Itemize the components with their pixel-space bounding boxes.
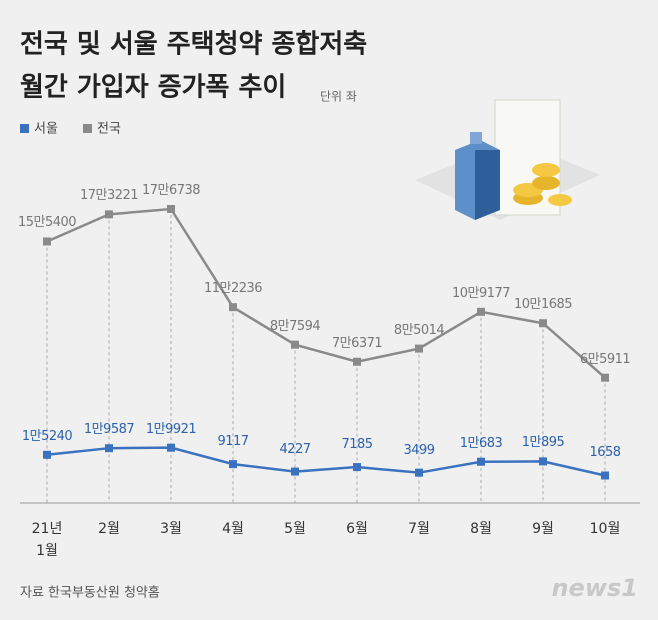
unit: 단위 좌 xyxy=(320,90,357,104)
data-label: 4227 xyxy=(279,441,311,457)
point xyxy=(167,205,175,213)
x-tick-label: 21년 1월 xyxy=(31,521,63,559)
point xyxy=(167,443,175,452)
watermark: news1 xyxy=(551,574,638,602)
data-label: 3499 xyxy=(403,442,435,458)
point xyxy=(539,457,547,466)
data-label: 1만9921 xyxy=(145,421,197,437)
line xyxy=(46,207,606,379)
point xyxy=(43,237,51,246)
point xyxy=(105,444,113,453)
point xyxy=(415,344,423,353)
point xyxy=(477,307,485,316)
data-label: 10만9177 xyxy=(451,285,511,301)
data-label: 17만3221 xyxy=(79,188,139,204)
point xyxy=(539,319,547,328)
x-tick-label: 9월 xyxy=(532,521,554,537)
point xyxy=(105,210,113,219)
data-label: 7185 xyxy=(341,437,373,453)
x-tick-label: 3월 xyxy=(160,521,182,537)
title-line: 전국 및 서울 주택청약 종합저축 xyxy=(20,30,367,60)
legend-swatch xyxy=(20,124,29,133)
data-label: 9117 xyxy=(217,434,249,450)
point xyxy=(415,468,423,477)
point xyxy=(477,457,485,466)
legend-label: 전국 xyxy=(97,122,121,137)
line xyxy=(46,446,606,477)
title-line: 월간 가입자 증가폭 추이 xyxy=(20,73,286,103)
data-label: 6만5911 xyxy=(579,351,631,367)
data-label: 7만6371 xyxy=(331,335,383,351)
data-label: 17만6738 xyxy=(141,183,201,198)
point xyxy=(43,450,51,459)
data-label: 15만5400 xyxy=(17,215,77,231)
data-label: 1만683 xyxy=(459,435,503,451)
x-tick-label: 5월 xyxy=(284,521,306,537)
point xyxy=(291,340,299,349)
x-tick-label: 10월 xyxy=(589,521,621,537)
x-tick-label: 7월 xyxy=(408,521,430,537)
legend-swatch xyxy=(83,124,92,133)
point xyxy=(229,303,237,312)
data-label: 1만895 xyxy=(521,435,565,451)
point xyxy=(601,471,609,480)
data-label: 10만1685 xyxy=(513,297,573,313)
x-tick-label: 8월 xyxy=(470,521,492,537)
x-tick-label: 4월 xyxy=(222,521,244,537)
x-tick-label: 6월 xyxy=(346,521,368,537)
data-label: 1만5240 xyxy=(21,428,73,444)
data-label: 11만2236 xyxy=(203,281,263,297)
point xyxy=(229,460,237,469)
point xyxy=(353,357,361,366)
data-label: 8만7594 xyxy=(269,318,321,334)
data-label: 1658 xyxy=(589,445,621,461)
point xyxy=(353,463,361,472)
point xyxy=(291,467,299,476)
illustration xyxy=(415,99,600,220)
data-label: 1만9587 xyxy=(83,422,135,438)
legend-label: 서울 xyxy=(34,122,58,137)
point xyxy=(601,373,609,382)
x-tick-label: 2월 xyxy=(98,521,120,537)
data-label: 8만5014 xyxy=(393,322,445,338)
source: 자료 한국부동산원 청약홈 xyxy=(20,586,160,601)
